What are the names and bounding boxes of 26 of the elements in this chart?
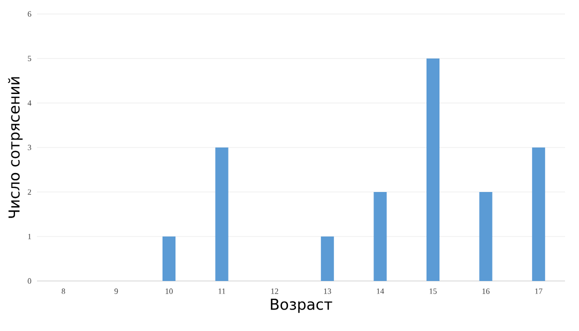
- x-tick-label: 10: [166, 288, 173, 294]
- y-tick-label: 2: [28, 189, 32, 195]
- x-tick-label: 16: [482, 288, 490, 294]
- x-tick-label: 13: [324, 288, 332, 294]
- bar: [162, 236, 176, 281]
- y-tick-label: 6: [28, 11, 32, 17]
- y-tick-label: 5: [28, 56, 32, 62]
- x-tick-label: 12: [271, 288, 278, 294]
- y-tick-label: 3: [28, 144, 32, 150]
- x-tick-label: 11: [218, 288, 226, 294]
- bar: [215, 147, 228, 281]
- y-tick-label: 0: [28, 278, 32, 284]
- bar: [479, 192, 492, 281]
- bar: [426, 58, 440, 281]
- x-axis-title: Возраст: [270, 298, 332, 313]
- x-tick-label: 15: [430, 288, 437, 294]
- y-tick-label: 1: [28, 234, 31, 240]
- y-axis-title: Число сотрясений: [8, 77, 23, 218]
- y-tick-label: 4: [28, 100, 32, 106]
- x-tick-label: 17: [535, 288, 542, 294]
- bar: [532, 147, 546, 281]
- x-tick-label: 9: [114, 288, 118, 294]
- bar: [374, 192, 387, 281]
- x-tick-label: 8: [62, 288, 66, 294]
- bar: [320, 236, 334, 281]
- x-tick-label: 14: [376, 288, 384, 294]
